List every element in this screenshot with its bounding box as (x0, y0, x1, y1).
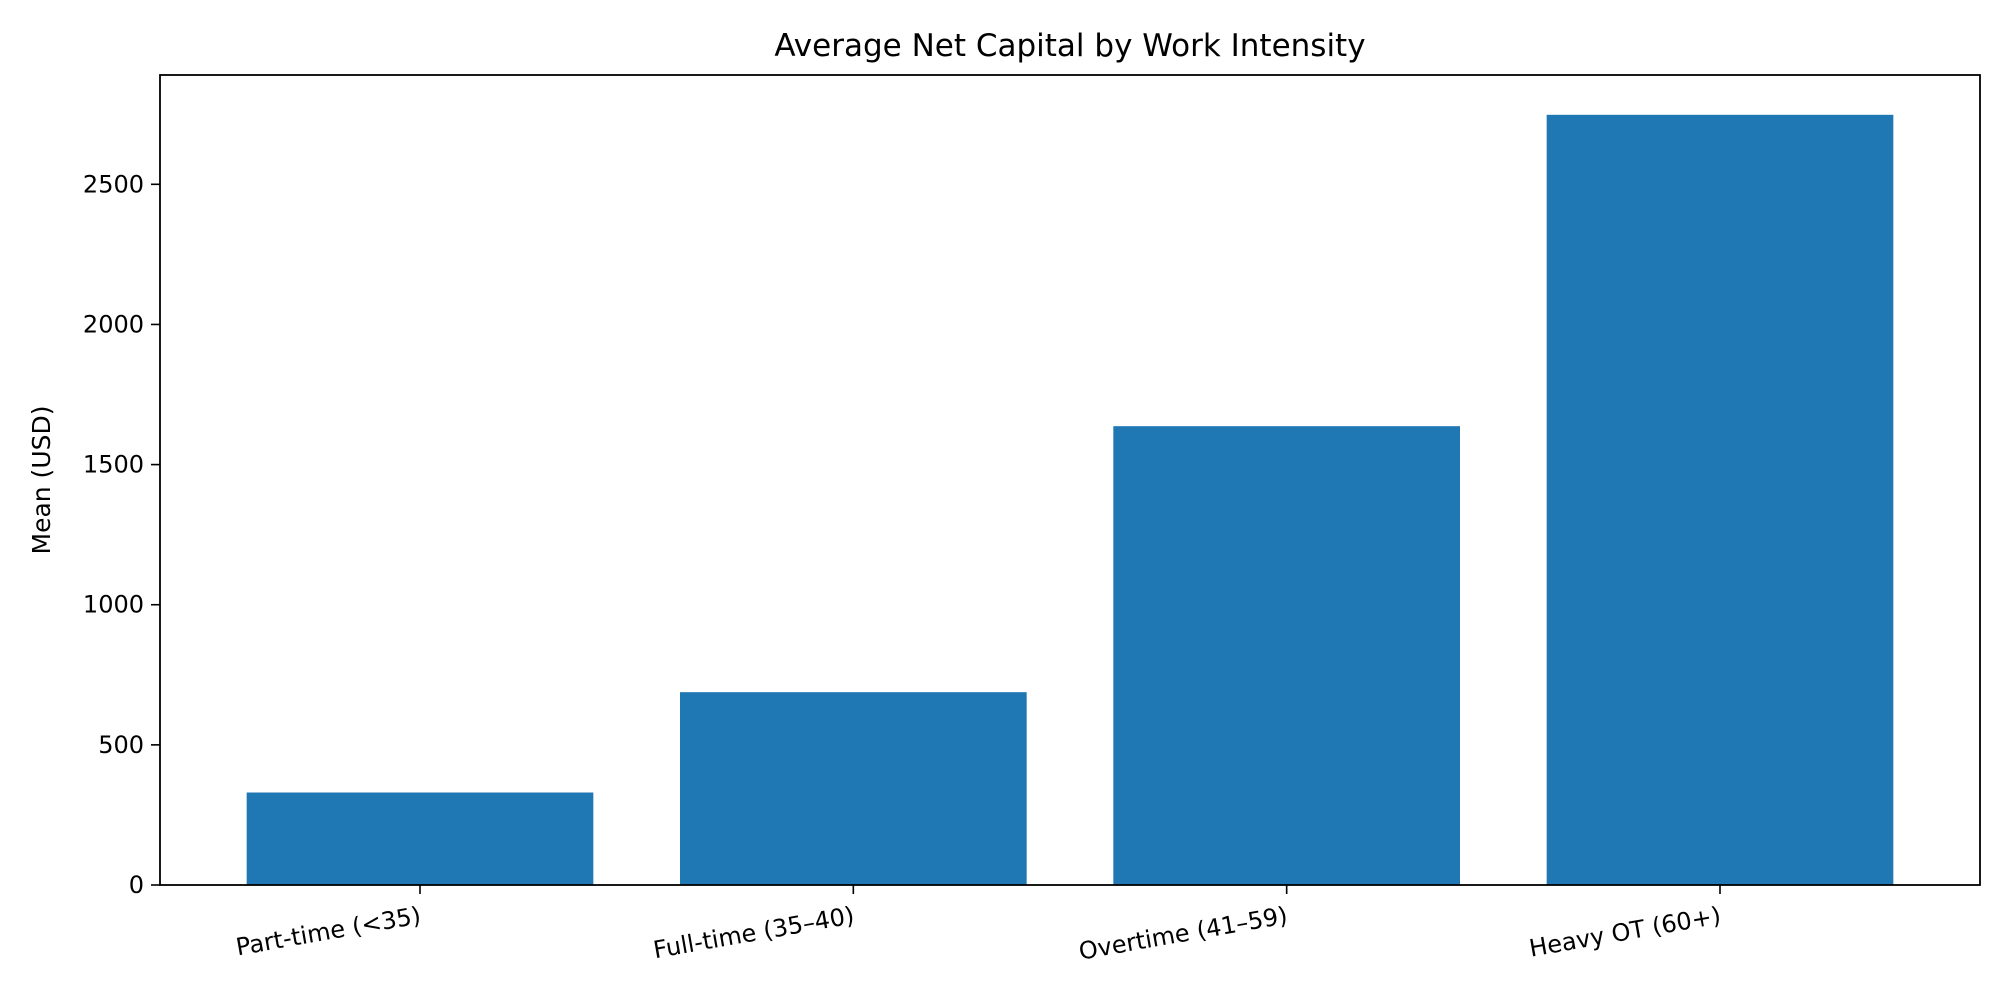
y-tick-label: 2500 (83, 170, 144, 198)
y-tick-label: 1000 (83, 591, 144, 619)
bar-1 (680, 692, 1027, 885)
chart-title: Average Net Capital by Work Intensity (774, 28, 1365, 64)
y-tick-label: 500 (98, 731, 144, 759)
bars-layer (246, 114, 1894, 885)
y-axis-label: Mean (USD) (27, 406, 56, 555)
y-tick-label: 0 (129, 871, 144, 899)
y-tick-label: 2000 (83, 310, 144, 338)
y-tick-label: 1500 (83, 451, 144, 479)
bar-3 (1546, 114, 1894, 885)
plot-frame (159, 74, 1981, 886)
y-axis-ticks: 0 500 1000 1500 2000 2500 (83, 170, 160, 899)
bar-0 (246, 792, 594, 885)
bar-2 (1113, 426, 1460, 885)
